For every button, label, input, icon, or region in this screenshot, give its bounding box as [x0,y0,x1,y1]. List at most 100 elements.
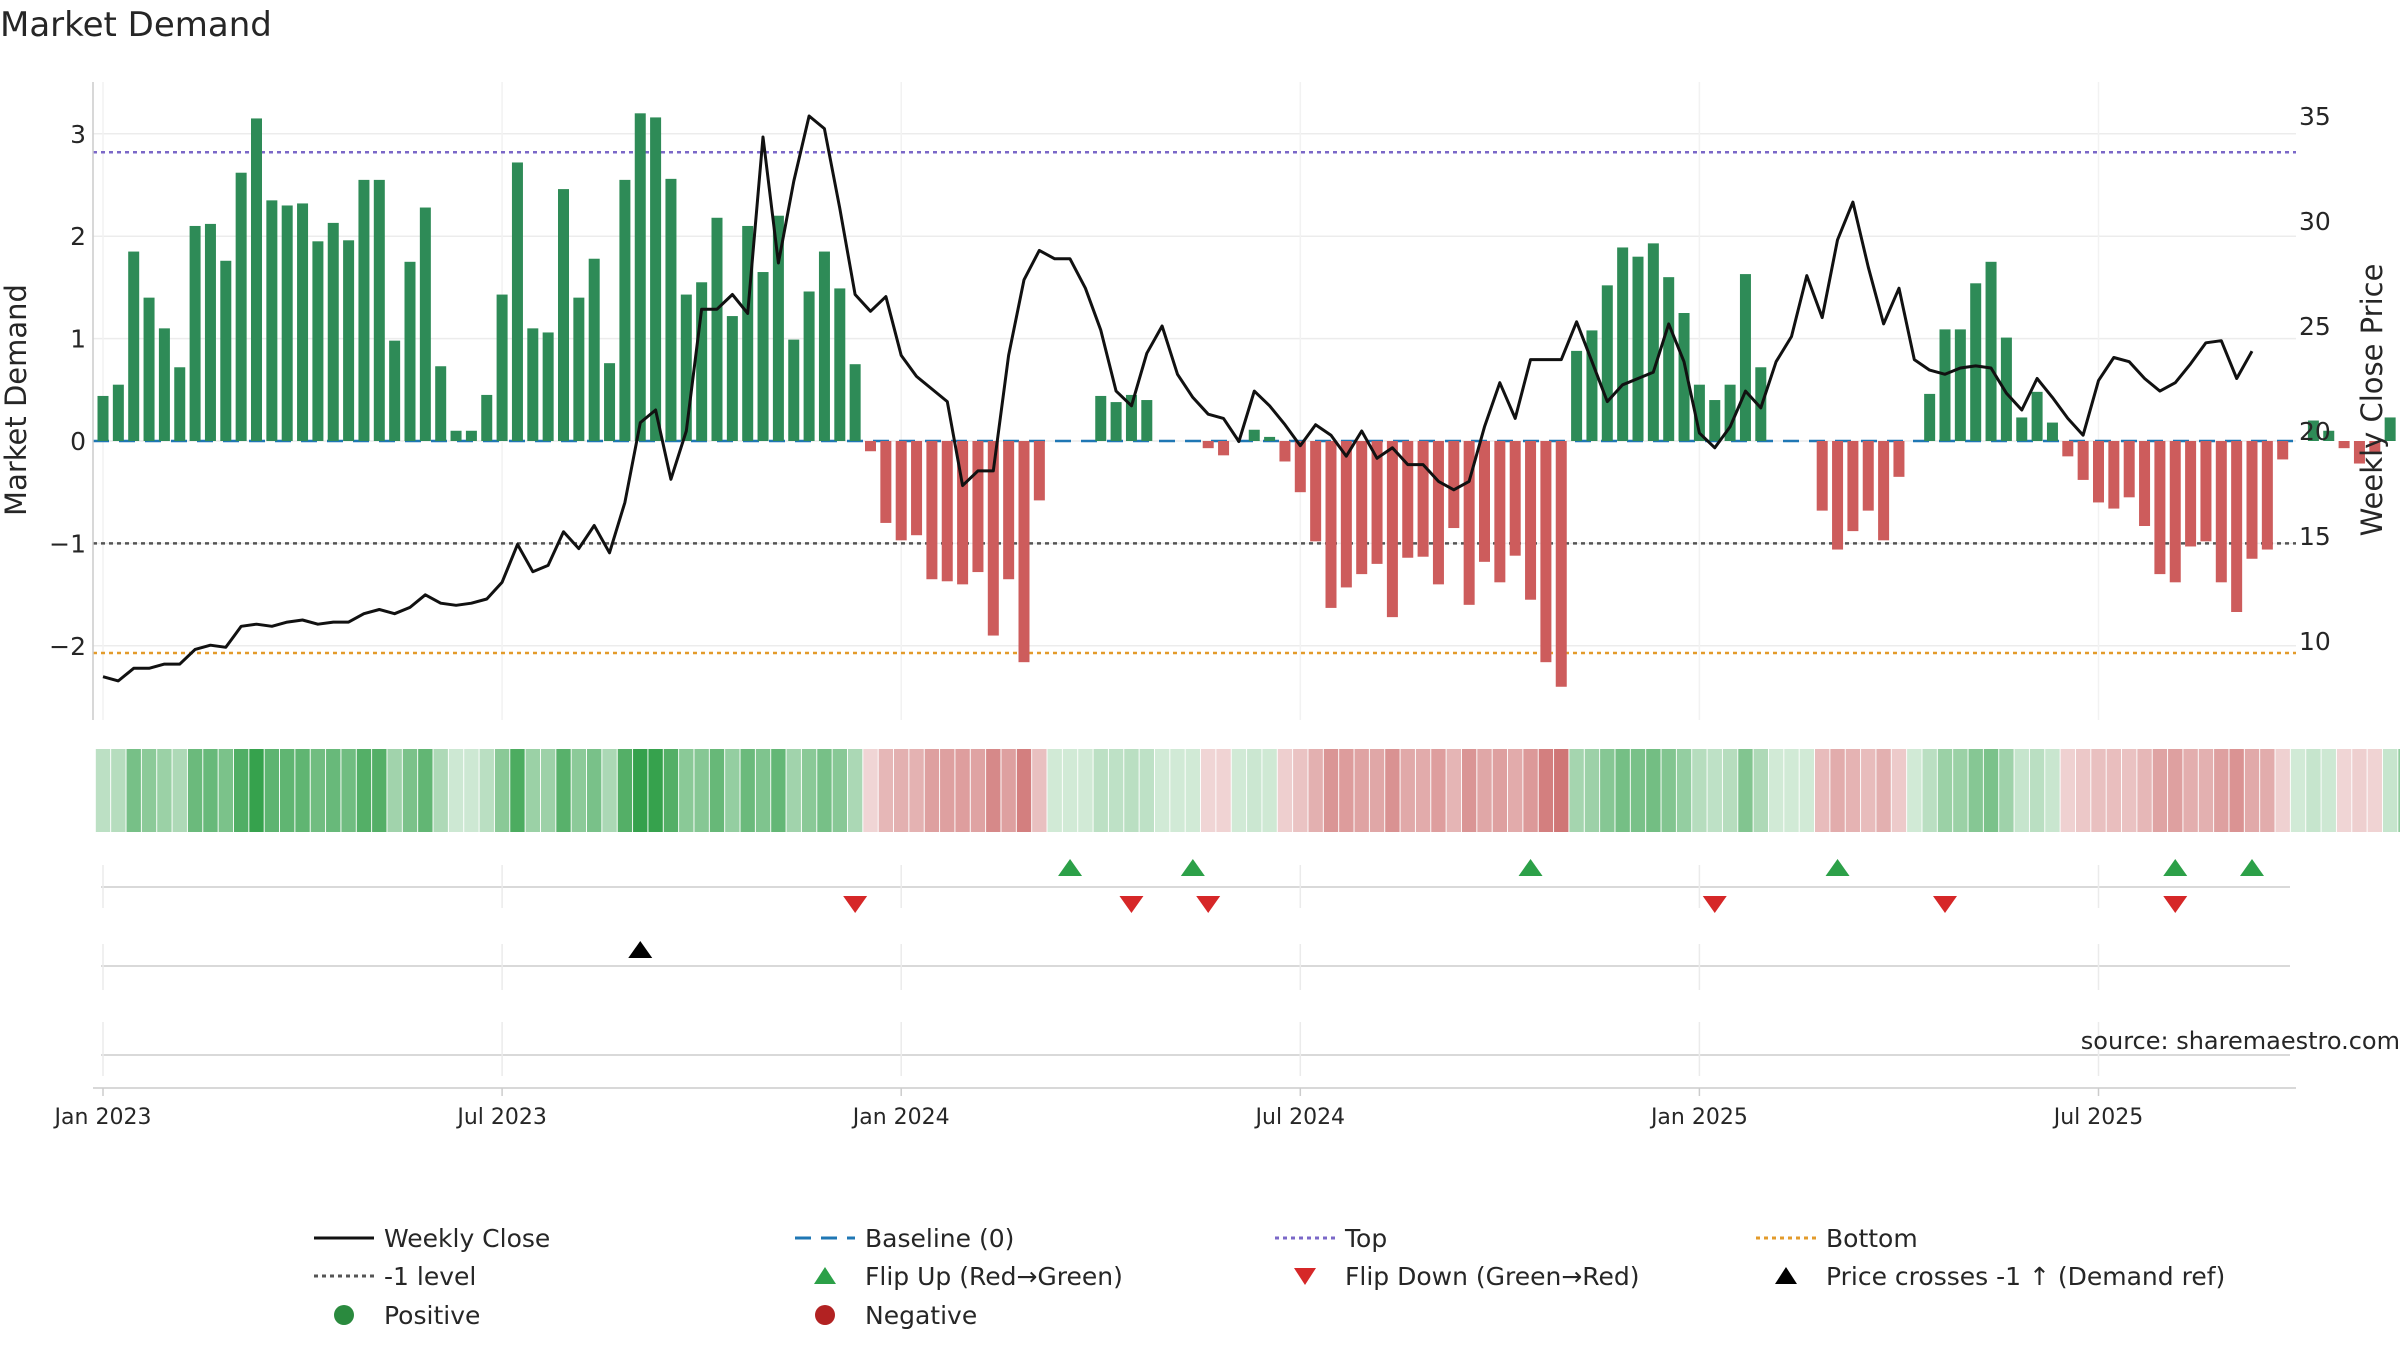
heat-cell [1247,749,1262,832]
heat-cell [2168,749,2183,832]
heat-cell [1999,749,2014,832]
heat-cell [1784,749,1799,832]
heat-cell [1016,749,1032,832]
heat-cell [2014,749,2029,832]
heat-cell [2122,749,2137,832]
heat-cell [556,749,571,832]
heat-cell [1615,749,1630,832]
flip-up-marker [1518,859,1543,876]
demand-bar [2307,420,2319,441]
demand-bar [1954,329,1966,441]
demand-bar [1479,441,1490,562]
heat-cell [1477,749,1492,832]
heat-cell [725,749,740,832]
heat-cell [1062,749,1078,832]
heat-cell [970,749,986,832]
demand-bar [573,297,585,441]
flip-down-marker [1702,896,1727,913]
demand-bar [1540,441,1552,663]
demand-bar [404,261,416,441]
demand-bar [2123,441,2135,498]
demand-bar [1709,400,1721,441]
demand-bar [511,162,523,442]
demand-heat-strip [95,749,2400,832]
demand-bar [297,203,309,441]
heat-cell [341,749,356,832]
legend-item: Bottom [1756,1224,1918,1253]
heat-cell [95,749,111,832]
legend-item: Positive [334,1301,480,1330]
x-tick-label: Jul 2024 [1254,1105,1346,1130]
legend-label: Baseline (0) [865,1224,1014,1253]
demand-bar [174,367,186,441]
heat-cell [1293,749,1308,832]
heat-cell [1385,749,1400,832]
heat-cell [1216,749,1231,832]
heat-cell [1492,749,1508,832]
heat-cell [1431,749,1446,832]
flip-up-marker [2240,859,2264,876]
flip-up-marker [1825,859,1850,876]
demand-bar [1970,283,1982,441]
left-tick-label: −2 [49,632,86,661]
demand-bar [895,441,907,541]
heat-cell [479,749,494,832]
legend: Weekly Close Baseline (0) Top Bottom -1 leve… [314,1224,2225,1330]
heat-cell [1891,749,1907,832]
heat-cell [1630,749,1646,832]
demand-bar [2016,417,2028,441]
heat-cell [1400,749,1415,832]
heat-cell [1323,749,1339,832]
heat-cell [694,749,709,832]
demand-bar [650,117,662,441]
heat-cell [587,749,602,832]
heat-cell [1861,749,1876,832]
demand-bar [604,363,616,441]
legend-swatch [334,1305,354,1325]
heat-cell [2045,749,2060,832]
heat-cell [1139,749,1154,832]
x-tick-label: Jan 2025 [1649,1105,1748,1130]
legend-swatch [815,1305,835,1325]
heat-cell [2060,749,2075,832]
heat-cell [387,749,402,832]
right-tick-label: 25 [2299,312,2331,341]
x-tick-label: Jan 2024 [851,1105,950,1130]
heat-cell [310,749,326,832]
heat-cell [1554,749,1569,832]
heat-cell [1277,749,1293,832]
demand-bar [1663,277,1675,441]
demand-bars [97,113,2396,687]
flip-up-marker [1180,859,1205,876]
right-tick-label: 30 [2299,207,2331,236]
axes: −2 −1 0 1 2 3 10 15 20 25 30 35 [49,82,2331,720]
heat-cell [218,749,233,832]
heat-cell [1523,749,1538,832]
heat-cell [510,749,525,832]
heat-cell [157,749,172,832]
demand-bar [2154,441,2166,575]
heat-cell [2367,749,2382,832]
demand-bar [2062,441,2074,457]
demand-bar [1924,393,1936,441]
demand-bar [2384,417,2396,441]
heat-cell [1154,749,1170,832]
legend-item: Baseline (0) [795,1224,1014,1253]
demand-bar [1402,441,1414,558]
legend-item: Flip Down (Green→Red) [1294,1262,1640,1291]
heat-cell [1676,749,1692,832]
heat-cell [2183,749,2198,832]
heat-cell [1876,749,1891,832]
demand-bar [957,441,969,585]
demand-bar [1202,441,1214,449]
demand-bar [696,282,708,441]
flip-down-marker [1119,896,1144,913]
demand-bar [726,316,738,441]
legend-item: Flip Up (Red→Green) [814,1262,1123,1291]
demand-bar [2200,441,2212,542]
demand-bar [1985,261,1997,441]
heat-cell [433,749,448,832]
demand-bar [2369,441,2381,454]
demand-bar [1003,441,1015,580]
